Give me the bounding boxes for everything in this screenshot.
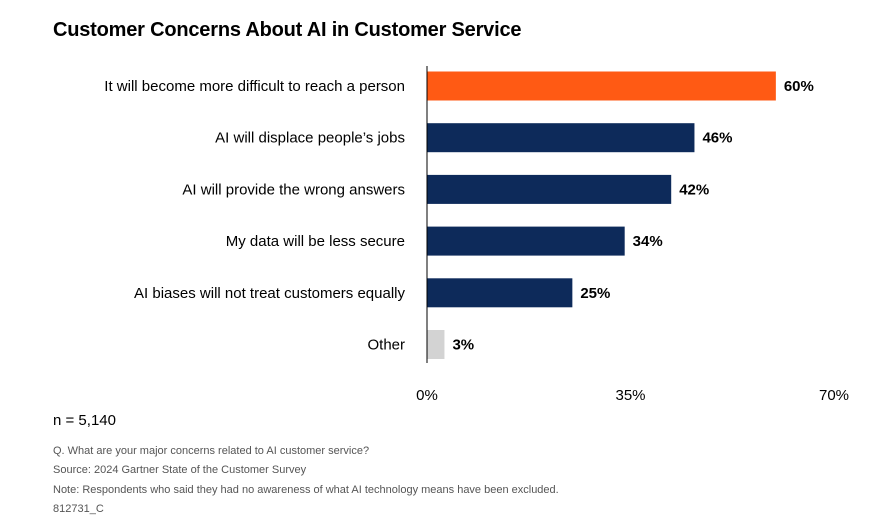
footnote-question: Q. What are your major concerns related … xyxy=(53,445,370,457)
category-label-5: AI biases will not treat customers equal… xyxy=(134,285,405,302)
category-label-2: AI will displace people’s jobs xyxy=(215,130,405,147)
x-tick-label-1: 0% xyxy=(416,387,438,404)
figure-id: 812731_C xyxy=(53,503,104,515)
chart-title: Customer Concerns About AI in Customer S… xyxy=(53,19,522,41)
x-tick-label-2: 35% xyxy=(615,387,645,404)
value-label-6: 3% xyxy=(452,337,474,354)
bar-3 xyxy=(427,174,672,204)
bar-4 xyxy=(427,226,625,256)
value-label-1: 60% xyxy=(784,78,814,95)
bar-2 xyxy=(427,123,695,153)
x-tick-label-3: 70% xyxy=(819,387,849,404)
category-label-3: AI will provide the wrong answers xyxy=(182,181,405,198)
category-label-6: Other xyxy=(367,337,405,354)
category-label-4: My data will be less secure xyxy=(226,233,405,250)
value-label-3: 42% xyxy=(679,181,709,198)
value-label-4: 34% xyxy=(633,233,663,250)
sample-size: n = 5,140 xyxy=(53,412,116,429)
category-label-1: It will become more difficult to reach a… xyxy=(104,78,405,95)
footnote-source: Source: 2024 Gartner State of the Custom… xyxy=(53,464,307,476)
bar-6 xyxy=(427,330,445,359)
bar-1 xyxy=(427,71,776,101)
footnote-note: Note: Respondents who said they had no a… xyxy=(53,484,559,496)
value-label-2: 46% xyxy=(702,130,732,147)
bar-5 xyxy=(427,278,573,308)
value-label-5: 25% xyxy=(580,285,610,302)
